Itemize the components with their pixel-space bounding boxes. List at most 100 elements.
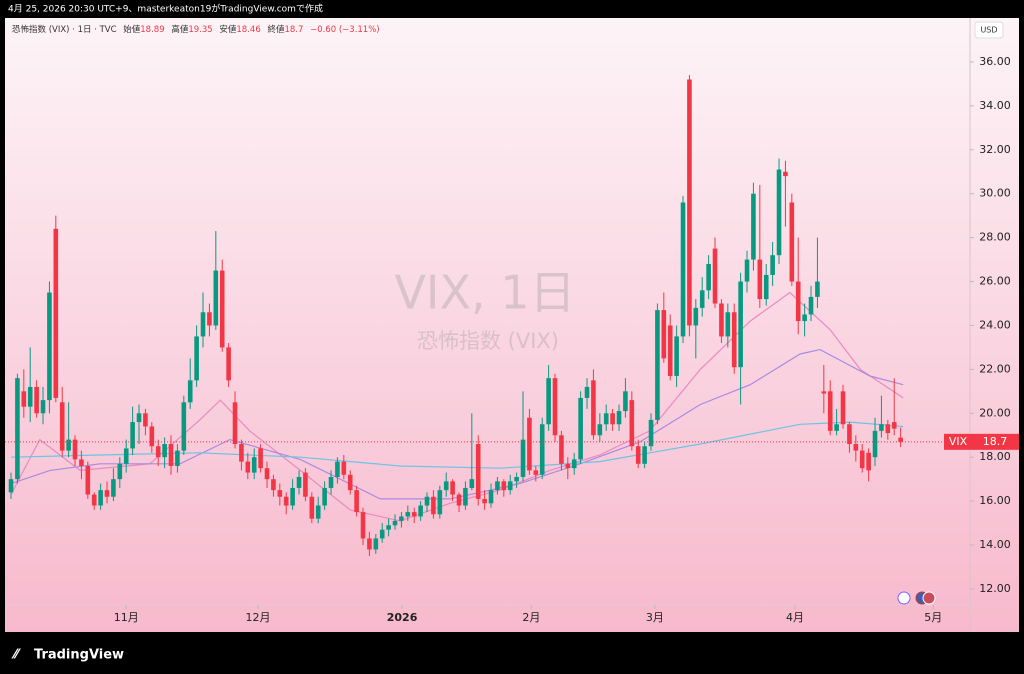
candle-body <box>834 424 839 431</box>
candle-body <box>751 193 756 260</box>
watermark-subtitle: 恐怖指数 (VIX) <box>417 329 559 353</box>
candle-body <box>591 380 596 436</box>
candle-body <box>66 439 71 451</box>
candle-body <box>488 490 494 504</box>
candle-body <box>373 538 379 550</box>
candle-body <box>386 525 391 530</box>
x-tick-label: 2月 <box>522 611 540 624</box>
candle-body <box>15 378 20 480</box>
moving-average <box>10 348 904 500</box>
legend-high: 19.35 <box>188 25 212 35</box>
candle-body <box>181 402 187 451</box>
candle-body <box>155 446 161 458</box>
candle-body <box>424 496 430 506</box>
candle-body <box>309 496 315 519</box>
candle-body <box>290 487 295 506</box>
candle-body <box>808 296 814 315</box>
candle-body <box>437 490 443 515</box>
candle-body <box>687 79 692 326</box>
candle-body <box>712 248 718 304</box>
candle-body <box>245 461 251 473</box>
candle-body <box>283 496 289 506</box>
event-icon[interactable] <box>897 591 911 605</box>
currency: USD <box>980 26 997 35</box>
candle-body <box>341 461 347 475</box>
y-tick-label: 34.00 <box>979 99 1011 112</box>
y-tick-label: 12.00 <box>979 582 1011 595</box>
candle-body <box>495 481 500 491</box>
x-tick-label: 5月 <box>924 611 942 624</box>
candle-body <box>123 448 129 464</box>
legend-open-label: 始値 <box>123 24 141 35</box>
price-tag-bg <box>944 433 1019 450</box>
candle-body <box>136 413 142 423</box>
candle-body <box>251 457 257 473</box>
candle-body <box>239 444 244 462</box>
candle-body <box>117 463 123 480</box>
candle-body <box>264 468 270 480</box>
flag-icon[interactable] <box>922 591 936 605</box>
y-tick-label: 32.00 <box>979 143 1011 156</box>
candle-body <box>72 439 78 460</box>
candle-body <box>757 259 763 300</box>
legend: 恐怖指数 (VIX) · 1日 · TVC 始値18.89 高値19.35 安値… <box>12 24 380 35</box>
candle-body <box>514 476 519 482</box>
y-tick-label: 24.00 <box>979 318 1011 331</box>
x-tick-label: 11月 <box>114 611 139 624</box>
candle-body <box>271 479 276 491</box>
candle-body <box>738 281 743 368</box>
candle-body <box>79 459 84 466</box>
candle-body <box>859 450 865 469</box>
candle-body <box>763 274 769 300</box>
candle-body <box>258 448 263 469</box>
candle-body <box>648 419 654 447</box>
candle-body <box>667 325 673 376</box>
candle-body <box>815 281 820 297</box>
candle-body <box>411 512 417 517</box>
legend-close: 18.7 <box>284 25 303 35</box>
y-tick-label: 26.00 <box>979 275 1011 288</box>
candle-body <box>232 402 238 445</box>
candle-body <box>219 270 225 348</box>
candle-body <box>405 512 411 517</box>
candle-body <box>98 490 103 506</box>
legend-low: 18.46 <box>236 25 260 35</box>
currency-box[interactable] <box>974 21 1004 39</box>
candle-body <box>699 290 705 308</box>
candle-body <box>175 450 180 466</box>
candle-body <box>507 481 513 491</box>
candle-body <box>418 505 423 517</box>
candle-body <box>303 472 308 497</box>
candle-body <box>571 459 577 469</box>
candle-body <box>104 490 110 497</box>
x-tick-label: 3月 <box>646 611 664 624</box>
candle-body <box>655 310 660 420</box>
y-tick-label: 28.00 <box>979 231 1011 244</box>
candle-body <box>85 465 91 495</box>
candle-body <box>456 494 462 506</box>
candle-body <box>629 400 635 447</box>
legend-close-label: 終値 <box>267 24 285 35</box>
candle-body <box>866 452 871 471</box>
candle-body <box>559 435 564 464</box>
candle-body <box>674 336 679 376</box>
candle-body <box>482 498 487 504</box>
candle-body <box>347 474 353 491</box>
candle-body <box>642 446 647 464</box>
candle-body <box>354 490 359 513</box>
candle-body <box>149 426 155 447</box>
candle-body <box>399 516 404 521</box>
legend-high-label: 高値 <box>171 24 189 35</box>
candle-body <box>194 336 199 381</box>
plot: 12.00 14.00 16.00 18.00 20.00 22.00 24.00 26.00… <box>5 55 1019 624</box>
y-tick-label: 14.00 <box>979 538 1011 551</box>
candle-body <box>885 424 891 434</box>
candle-body <box>277 490 283 497</box>
candle-body <box>853 444 859 451</box>
y-tick-label: 18.00 <box>979 450 1011 463</box>
candle-body <box>328 476 334 488</box>
candle-body <box>475 444 481 499</box>
y-tick-label: 36.00 <box>979 55 1011 68</box>
candle-body <box>360 512 366 539</box>
